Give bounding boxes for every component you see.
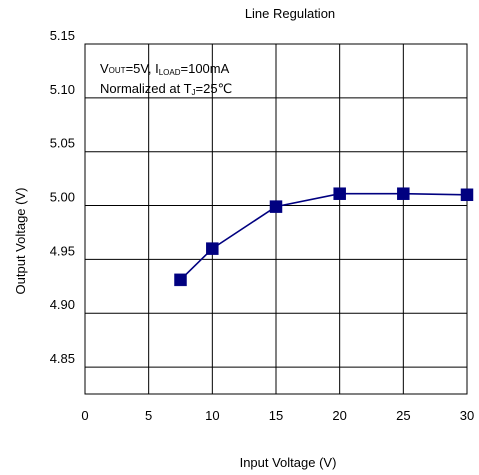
x-tick-label: 30 [460,408,474,423]
y-tick-label: 4.85 [50,351,75,366]
y-tick-label: 5.05 [50,136,75,151]
y-axis-ticks: 5.15 5.10 5.05 5.00 4.95 4.90 4.85 [50,28,75,366]
x-axis-title: Input Voltage (V) [240,455,337,470]
annot-j-subscript: J [192,88,196,97]
data-point-marker [460,188,474,202]
x-tick-label: 15 [269,408,283,423]
annot-v: V [100,61,109,76]
x-axis-ticks: 0 5 10 15 20 25 30 [81,408,474,423]
y-tick-label: 5.15 [50,28,75,43]
x-tick-label: 10 [205,408,219,423]
annot-out-subscript: OUT [109,66,126,75]
y-tick-label: 5.00 [50,190,75,205]
y-axis-title: Output Voltage (V) [13,188,28,295]
data-point-marker [174,273,187,287]
series-layer [174,187,474,287]
condition-annotation: VOUT=5V, ILOAD=100mA Normalized at TJ=25… [100,61,232,97]
y-tick-label: 4.95 [50,243,75,258]
annot-normalized-prefix: Normalized at T [100,81,192,96]
annotation-line-1: VOUT=5V, ILOAD=100mA [100,61,230,77]
data-point-marker [269,200,283,213]
x-tick-label: 20 [332,408,346,423]
annot-temp-value: =25℃ [196,81,233,96]
annotation-line-2: Normalized at TJ=25℃ [100,81,232,97]
y-tick-label: 4.90 [50,297,75,312]
annot-load-subscript: LOAD [159,68,181,77]
annot-iload-value: =100mA [181,61,230,76]
y-tick-label: 5.10 [50,82,75,97]
data-point-marker [333,187,346,200]
annot-vout-value: =5V, I [126,61,159,76]
data-point-marker [206,242,219,255]
x-tick-label: 0 [81,408,88,423]
chart-title: Line Regulation [245,6,335,21]
x-tick-label: 25 [396,408,410,423]
x-tick-label: 5 [145,408,152,423]
data-point-marker [397,187,410,200]
